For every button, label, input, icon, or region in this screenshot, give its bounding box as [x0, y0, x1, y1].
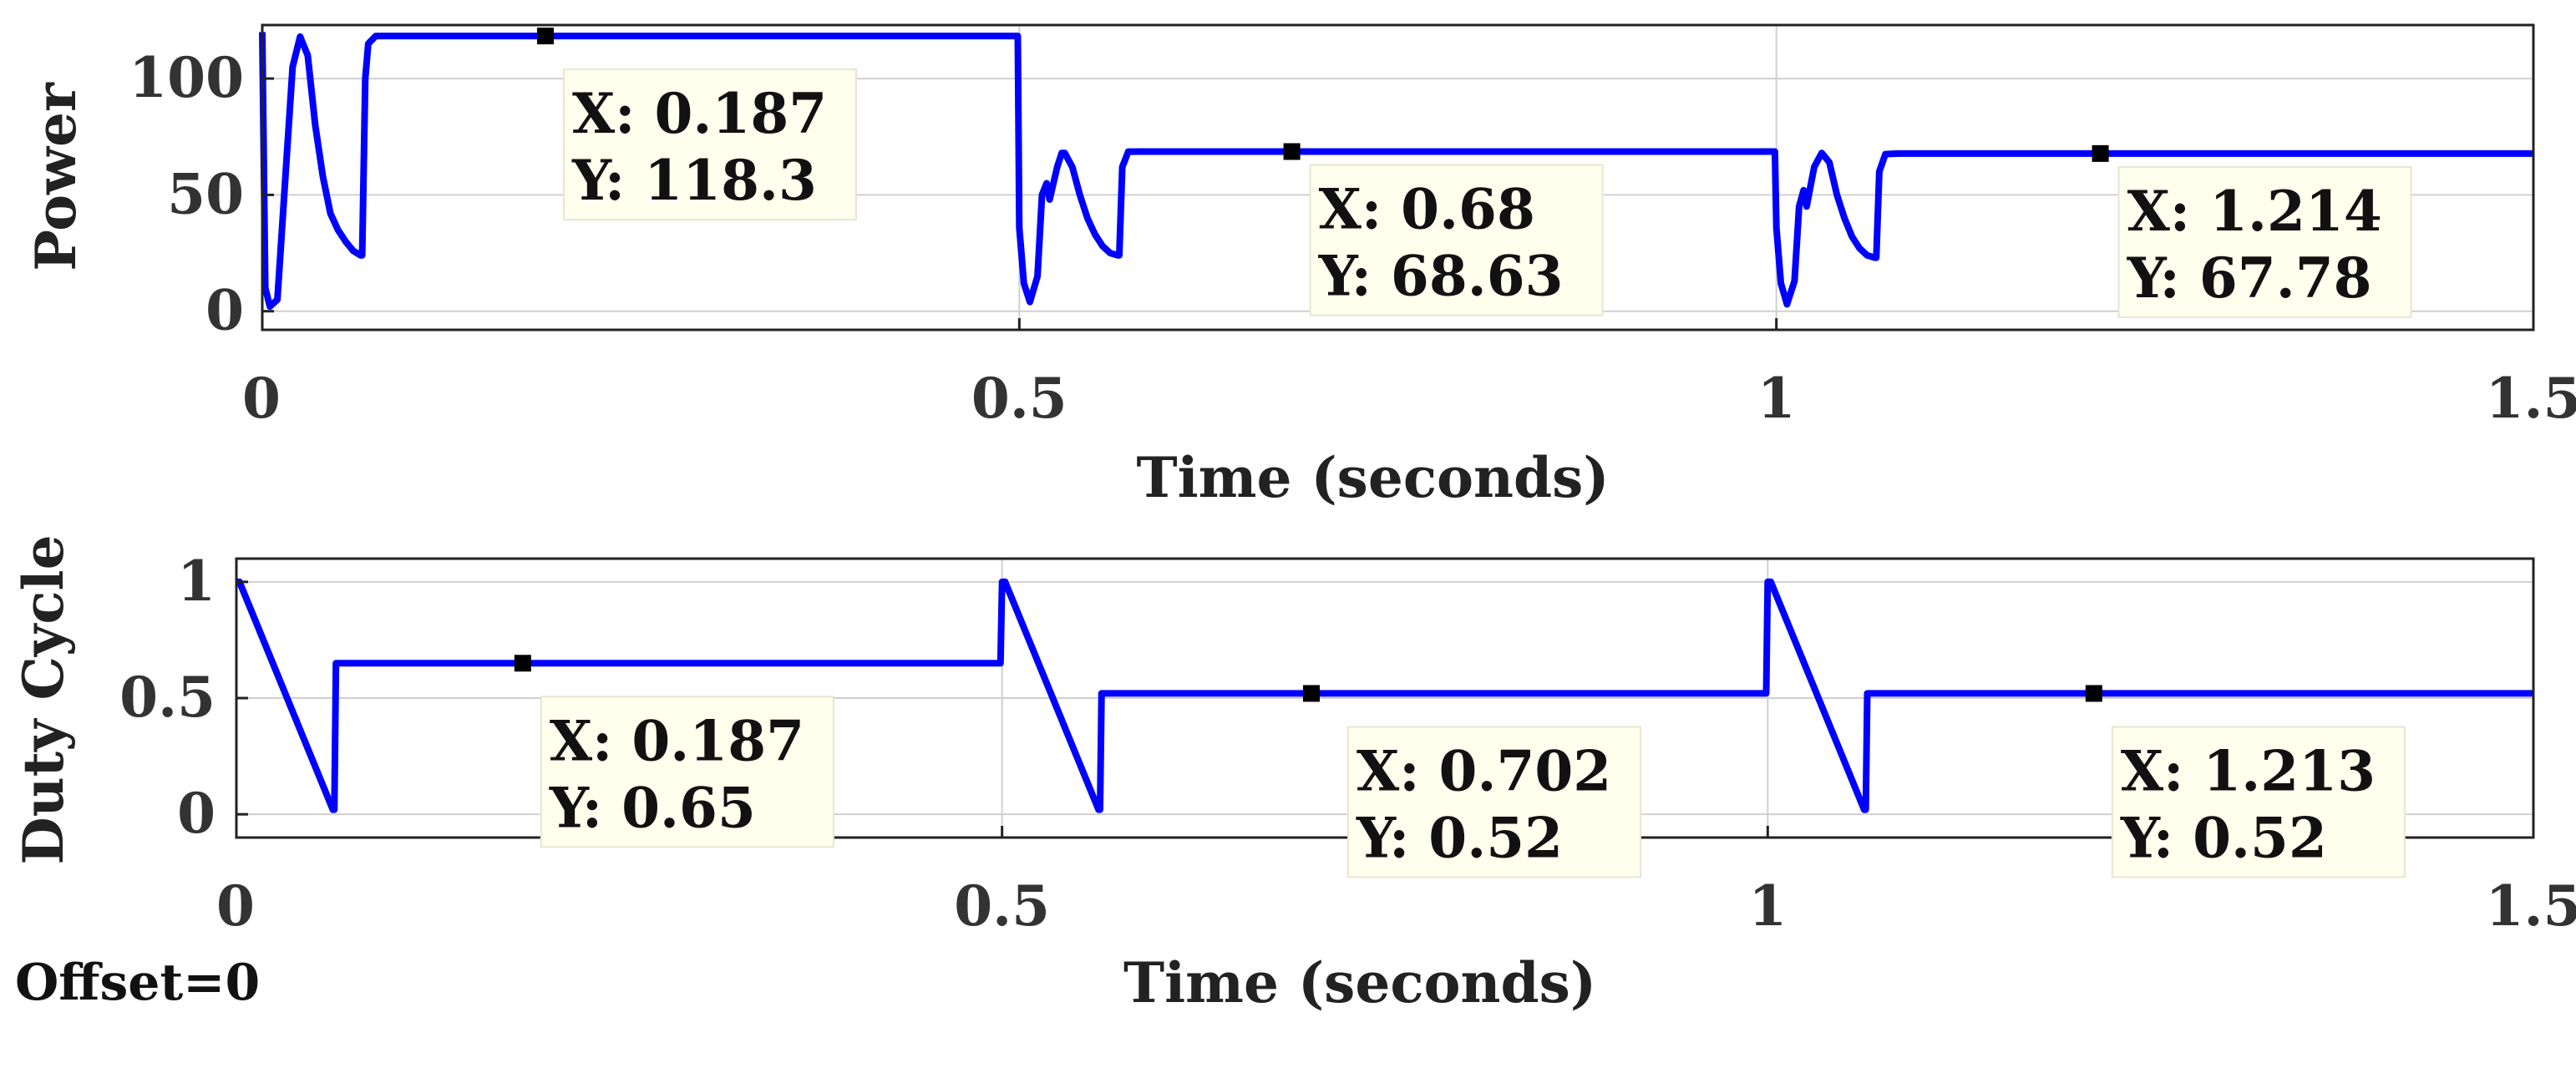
- power-datatip-marker[interactable]: [536, 28, 554, 45]
- duty-x-tick-label: 1.5: [2486, 873, 2576, 939]
- offset-label: Offset=0: [15, 954, 260, 1012]
- duty-y-axis-label: Duty Cycle: [11, 534, 76, 864]
- duty-y-tick-label: 0.5: [119, 665, 216, 730]
- duty-datatip-y-text: Y: 0.52: [1356, 805, 1563, 870]
- power-datatip-y-text: Y: 118.3: [571, 148, 817, 213]
- duty-datatip-box: [1347, 726, 1641, 878]
- power-x-tick-label: 0: [242, 366, 281, 431]
- duty-datatip-x-text: X: 0.187: [550, 708, 804, 773]
- power-datatip-marker[interactable]: [1283, 143, 1301, 160]
- power-series-line: [259, 32, 2533, 311]
- duty-datatip-y-text: Y: 0.65: [549, 775, 756, 840]
- power-x-tick-label: 1: [1757, 366, 1796, 431]
- power-y-tick-label: 0: [205, 278, 244, 343]
- duty-datatip-marker[interactable]: [2085, 685, 2102, 702]
- duty-x-axis-label: Time (seconds): [1123, 950, 1596, 1015]
- power-y-ticks: 0 50 100: [129, 45, 274, 343]
- power-datatip-marker[interactable]: [2092, 144, 2109, 162]
- power-datatip-box: [2117, 165, 2412, 318]
- duty-x-tick-label: 0.5: [954, 873, 1050, 939]
- power-datatip[interactable]: X: 0.68Y: 68.63: [1283, 143, 1604, 316]
- power-y-axis-label: Power: [23, 82, 89, 271]
- duty-datatip-box: [540, 696, 834, 848]
- duty-y-tick-label: 1: [177, 549, 216, 614]
- duty-datatip-marker[interactable]: [514, 655, 531, 672]
- duty-x-tick-label: 1: [1748, 873, 1787, 939]
- duty-x-tick-label: 0: [216, 873, 255, 939]
- power-chart: 0 0.5 1 1.5 0 50 100 Time (seconds) Power X: …: [23, 23, 2576, 510]
- duty-y-ticks: 00.51: [119, 549, 248, 846]
- power-y-tick-label: 100: [129, 45, 244, 110]
- duty-x-ticks: 0 0.5 1 1.5: [216, 826, 2576, 939]
- power-y-tick-label: 50: [167, 161, 244, 226]
- power-datatip-box: [1309, 164, 1604, 316]
- power-x-tick-label: 1.5: [2486, 366, 2576, 431]
- duty-y-tick-label: 0: [177, 781, 216, 846]
- power-datatip-y-text: Y: 68.63: [1318, 243, 1564, 308]
- duty-datatip-box: [2111, 726, 2406, 878]
- power-datatip-x-text: X: 0.187: [572, 81, 827, 146]
- power-datatip-y-text: Y: 67.78: [2127, 245, 2372, 311]
- duty-datatip-marker[interactable]: [1303, 685, 1320, 702]
- duty-datatip-x-text: X: 1.213: [2121, 738, 2376, 803]
- duty-cycle-chart: 0 0.5 1 1.5 00.51 Time (seconds) Duty Cycle…: [11, 534, 2576, 1015]
- power-x-tick-label: 0.5: [971, 366, 1067, 431]
- power-datatip-x-text: X: 0.68: [1319, 176, 1535, 241]
- duty-datatip-x-text: X: 0.702: [1356, 738, 1611, 803]
- power-plot-frame: [261, 23, 2535, 332]
- power-datatip-box: [562, 68, 857, 221]
- duty-series-line: [236, 578, 2533, 813]
- duty-datatip-y-text: Y: 0.52: [2120, 805, 2327, 870]
- power-datatip-x-text: X: 1.214: [2127, 179, 2382, 244]
- power-x-axis-label: Time (seconds): [1136, 445, 1609, 510]
- power-x-ticks: 0 0.5 1 1.5: [242, 318, 2576, 431]
